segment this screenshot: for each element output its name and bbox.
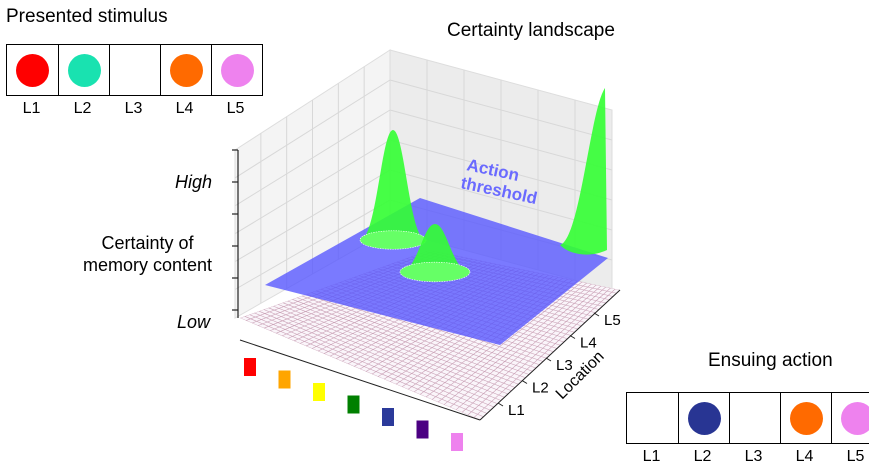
presented-dot-1 bbox=[16, 53, 49, 87]
depth-tick-2: L2 bbox=[532, 380, 549, 397]
ensuing-cell-3 bbox=[729, 393, 780, 443]
color-marker-4 bbox=[347, 395, 360, 414]
peak-2 bbox=[399, 224, 471, 283]
y-axis-label: Certainty of memory content bbox=[60, 232, 235, 276]
ensuing-label-1: L1 bbox=[642, 448, 661, 465]
presented-label-1: L1 bbox=[22, 100, 41, 117]
presented-dot-2 bbox=[67, 53, 101, 87]
presented-label-3: L3 bbox=[124, 100, 143, 117]
ensuing-cell-5 bbox=[831, 393, 869, 443]
presented-cell-2 bbox=[58, 45, 109, 95]
presented-cell-5 bbox=[211, 45, 262, 95]
ensuing-label-5: L5 bbox=[846, 448, 865, 465]
color-marker-3 bbox=[313, 383, 325, 401]
presented-stimulus-title: Presented stimulus bbox=[6, 6, 168, 27]
color-marker-2 bbox=[278, 370, 291, 389]
peak-3 bbox=[560, 88, 607, 255]
ensuing-cell-1 bbox=[627, 393, 678, 443]
y-axis-label-line1: Certainty of bbox=[101, 233, 194, 253]
ensuing-action-row bbox=[626, 392, 869, 444]
y-axis-label-line2: memory content bbox=[82, 255, 213, 275]
presented-stimulus-row bbox=[6, 44, 263, 96]
landscape-title: Certainty landscape bbox=[447, 20, 615, 41]
ensuing-action-title: Ensuing action bbox=[708, 350, 833, 371]
ensuing-label-2: L2 bbox=[693, 448, 712, 465]
ensuing-location-labels: L1 L2 L3 L4 L5 bbox=[626, 448, 869, 466]
color-marker-5 bbox=[382, 408, 394, 426]
presented-cell-3 bbox=[109, 45, 160, 95]
ensuing-cell-2 bbox=[678, 393, 729, 443]
depth-tick-4: L4 bbox=[580, 335, 597, 352]
y-high-label: High bbox=[175, 172, 213, 192]
ensuing-cell-4 bbox=[780, 393, 831, 443]
depth-tick-1: L1 bbox=[508, 402, 525, 419]
ensuing-dot-4 bbox=[789, 401, 823, 435]
vertical-axis bbox=[232, 149, 239, 318]
ensuing-label-3: L3 bbox=[744, 448, 763, 465]
presented-dot-4 bbox=[169, 53, 203, 87]
ensuing-dot-2 bbox=[687, 401, 721, 435]
ensuing-label-4: L4 bbox=[795, 448, 814, 465]
depth-tick-3: L3 bbox=[556, 357, 573, 374]
presented-cell-4 bbox=[160, 45, 211, 95]
color-marker-6 bbox=[416, 420, 429, 439]
depth-tick-5: L5 bbox=[604, 312, 621, 329]
color-marker-1 bbox=[244, 358, 256, 376]
peaks bbox=[359, 88, 607, 283]
presented-cell-1 bbox=[7, 45, 58, 95]
presented-label-5: L5 bbox=[226, 100, 245, 117]
presented-location-labels: L1 L2 L3 L4 L5 bbox=[6, 100, 261, 118]
ensuing-dot-5 bbox=[840, 401, 869, 435]
depth-axis-line bbox=[479, 289, 621, 421]
presented-label-2: L2 bbox=[73, 100, 92, 117]
color-marker-7 bbox=[451, 433, 463, 451]
y-low-label: Low bbox=[177, 312, 211, 332]
color-axis-line bbox=[239, 339, 481, 421]
presented-dot-5 bbox=[220, 53, 254, 87]
presented-label-4: L4 bbox=[175, 100, 194, 117]
